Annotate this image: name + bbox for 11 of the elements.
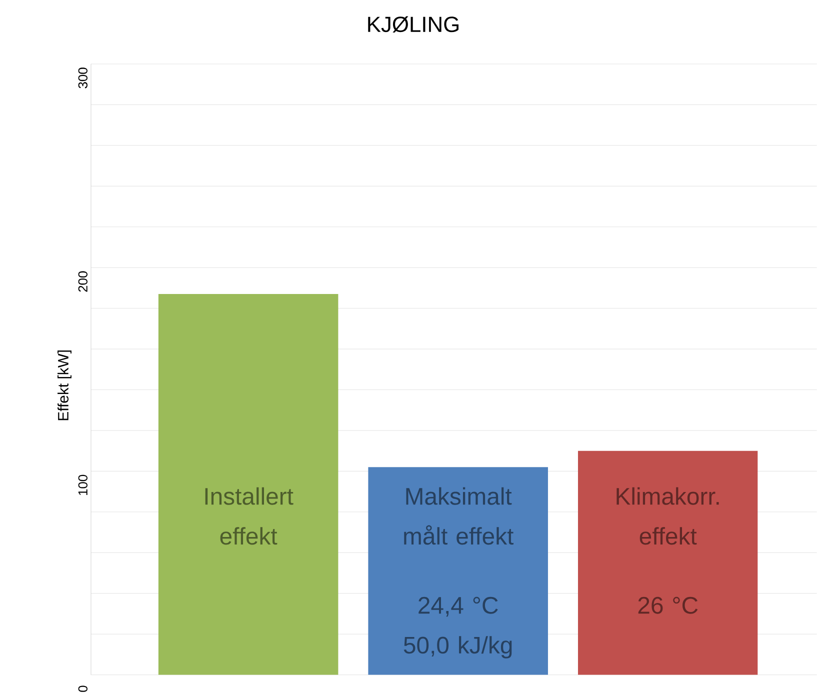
y-tick-label: 200 — [78, 271, 88, 292]
y-tick-label: 100 — [78, 475, 88, 496]
x-tick-label: Klimakorr. effekt — [616, 487, 719, 545]
x-tick-label: Maksimalt målt effekt — [404, 487, 514, 545]
annotation: 24,4 °C 50,0 kJ/kg — [404, 597, 512, 659]
x-tick-label: Installert effekt — [205, 487, 294, 545]
y-tick-label: 0 — [78, 686, 88, 692]
y-axis-title: Effekt [kW] — [58, 350, 72, 420]
y-tick-label: 300 — [78, 68, 88, 88]
chart-title: KJØLING — [368, 16, 458, 33]
annotation: 26 °C — [638, 597, 698, 614]
